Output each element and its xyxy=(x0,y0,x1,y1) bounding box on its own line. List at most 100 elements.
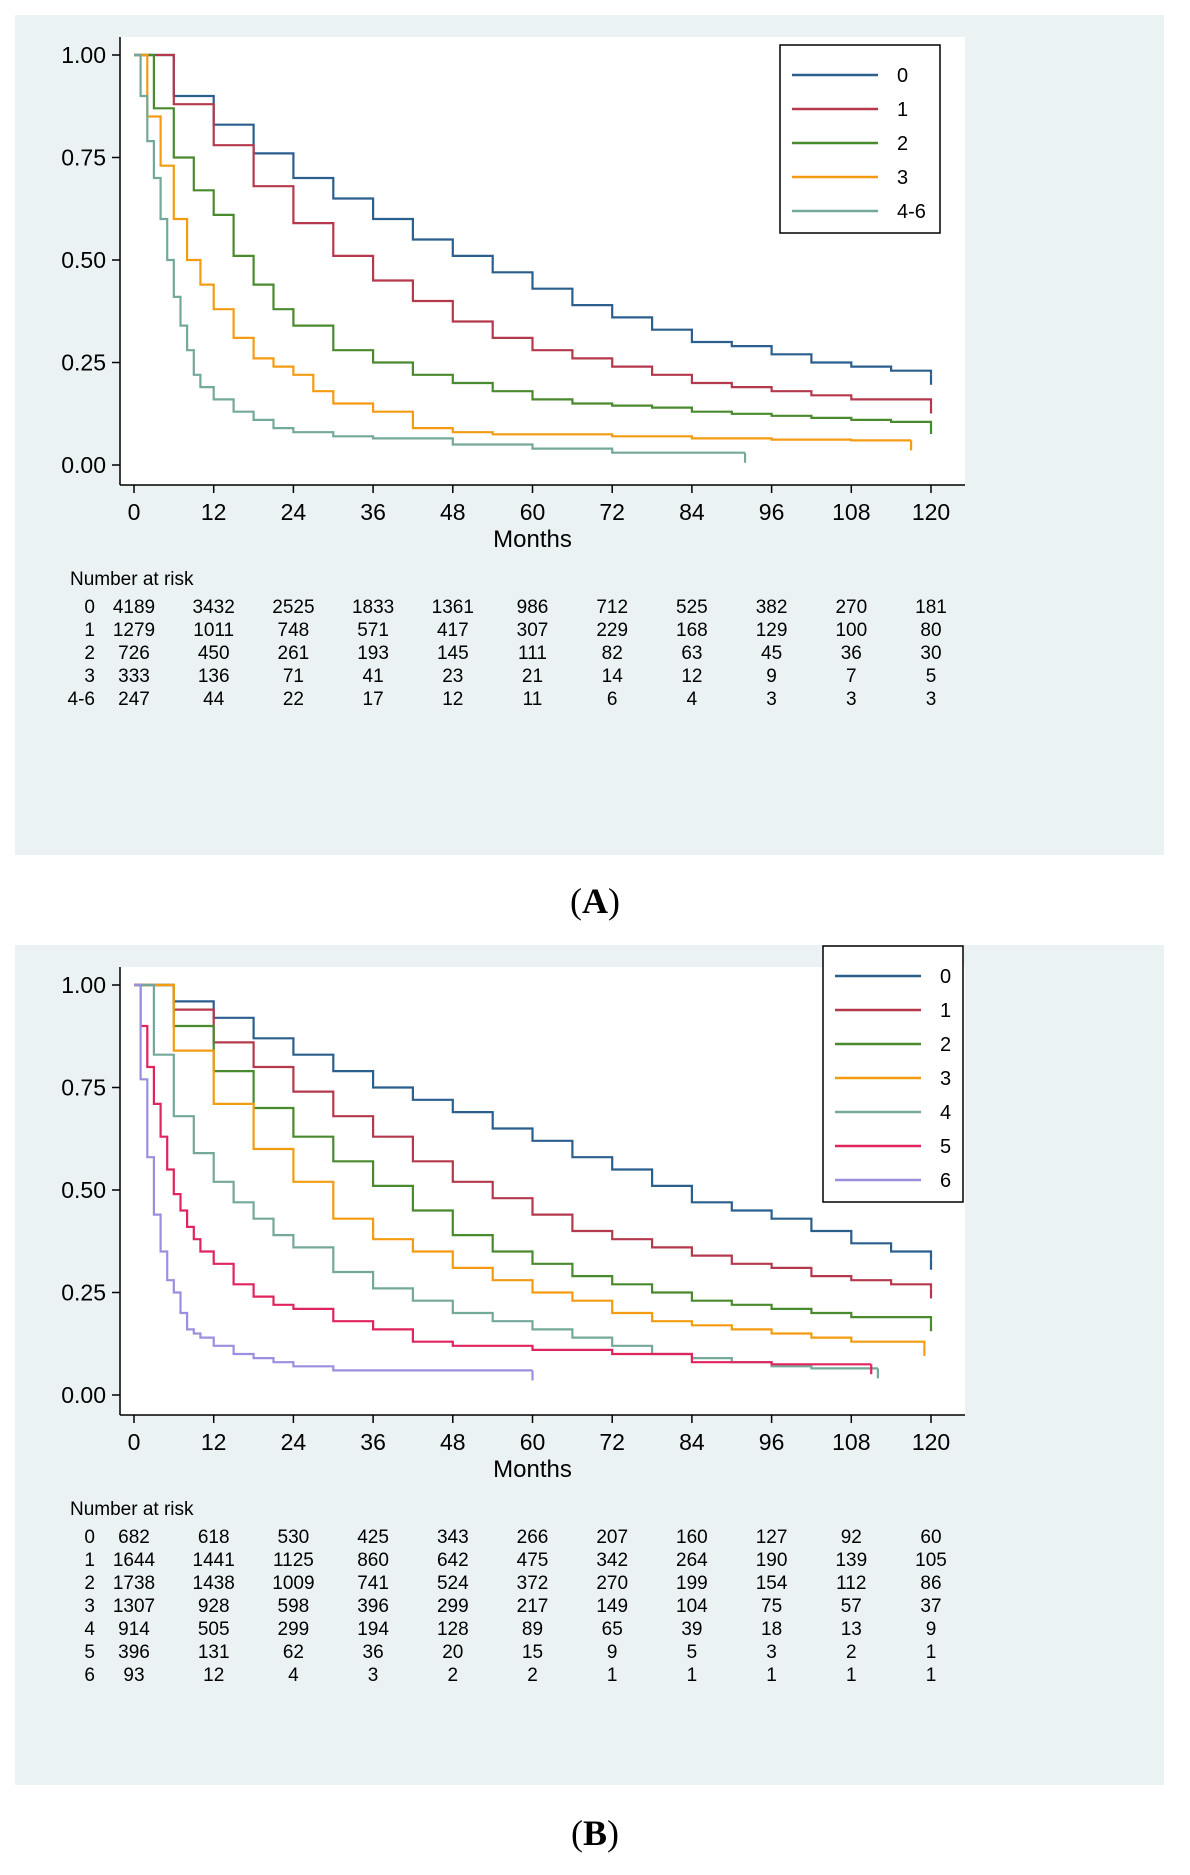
risk-cell: 1 xyxy=(687,1665,698,1686)
risk-cell: 63 xyxy=(681,643,702,664)
risk-cell: 382 xyxy=(756,597,788,618)
legend-label: 2 xyxy=(940,1034,951,1056)
risk-cell: 505 xyxy=(198,1619,230,1640)
risk-cell: 15 xyxy=(522,1642,543,1663)
legend-label: 0 xyxy=(940,966,951,988)
risk-cell: 642 xyxy=(437,1550,469,1571)
risk-row-label: 1 xyxy=(84,620,95,641)
x-tick-label: 120 xyxy=(912,1429,950,1455)
risk-cell: 3432 xyxy=(193,597,235,618)
x-tick-label: 84 xyxy=(679,1429,705,1455)
survival-curve-0 xyxy=(134,53,933,375)
risk-cell: 2 xyxy=(846,1642,857,1663)
x-tick-label: 36 xyxy=(360,1429,386,1455)
y-tick-label: 0.00 xyxy=(61,1382,106,1408)
risk-cell: 618 xyxy=(198,1527,230,1548)
risk-cell: 44 xyxy=(203,689,225,710)
risk-cell: 11 xyxy=(523,689,543,710)
risk-cell: 4 xyxy=(687,689,698,710)
risk-cell: 1279 xyxy=(113,620,155,641)
risk-cell: 1 xyxy=(766,1665,777,1686)
risk-row-label: 5 xyxy=(84,1642,95,1663)
risk-cell: 6 xyxy=(607,689,618,710)
risk-cell: 18 xyxy=(761,1619,782,1640)
y-tick-label: 0.25 xyxy=(61,350,106,376)
x-axis-title: Months xyxy=(493,1456,572,1483)
risk-cell: 75 xyxy=(761,1596,782,1617)
x-tick-label: 12 xyxy=(201,1429,227,1455)
x-tick-label: 60 xyxy=(520,1429,546,1455)
risk-cell: 105 xyxy=(915,1550,947,1571)
legend-box xyxy=(822,945,964,1203)
x-tick-label: 24 xyxy=(281,499,307,525)
survival-curve-1 xyxy=(134,53,933,404)
risk-cell: 1 xyxy=(846,1665,857,1686)
risk-cell: 45 xyxy=(761,643,782,664)
risk-cell: 17 xyxy=(363,689,384,710)
caption-b: (B) xyxy=(570,1813,619,1853)
risk-cell: 217 xyxy=(517,1596,549,1617)
risk-cell: 266 xyxy=(517,1527,549,1548)
risk-cell: 3 xyxy=(766,689,777,710)
risk-cell: 9 xyxy=(926,1619,937,1640)
risk-cell: 207 xyxy=(596,1527,628,1548)
risk-cell: 299 xyxy=(278,1619,310,1640)
x-tick-label: 12 xyxy=(201,499,227,525)
risk-cell: 342 xyxy=(596,1550,628,1571)
survival-curve-6 xyxy=(134,983,533,1372)
risk-row-label: 2 xyxy=(84,1573,95,1594)
risk-cell: 417 xyxy=(437,620,469,641)
risk-cell: 93 xyxy=(123,1665,144,1686)
legend-label: 2 xyxy=(897,133,908,155)
y-tick-label: 0.75 xyxy=(61,145,106,171)
risk-cell: 343 xyxy=(437,1527,469,1548)
risk-cell: 2525 xyxy=(272,597,314,618)
legend-label: 1 xyxy=(897,99,908,121)
risk-cell: 23 xyxy=(442,666,463,687)
legend-label: 6 xyxy=(940,1170,951,1192)
risk-cell: 3 xyxy=(926,689,937,710)
y-tick-label: 1.00 xyxy=(61,972,106,998)
x-tick-label: 108 xyxy=(832,499,870,525)
x-tick-label: 84 xyxy=(679,499,705,525)
survival-curve-3 xyxy=(134,983,926,1346)
risk-cell: 928 xyxy=(198,1596,230,1617)
risk-cell: 57 xyxy=(841,1596,862,1617)
risk-cell: 1009 xyxy=(272,1573,314,1594)
risk-cell: 530 xyxy=(278,1527,310,1548)
x-tick-label: 120 xyxy=(912,499,950,525)
risk-cell: 712 xyxy=(596,597,628,618)
risk-row-label: 6 xyxy=(84,1665,95,1686)
risk-cell: 82 xyxy=(602,643,623,664)
risk-cell: 13 xyxy=(841,1619,862,1640)
risk-cell: 193 xyxy=(357,643,389,664)
risk-row-label: 4-6 xyxy=(68,689,95,710)
risk-row-label: 1 xyxy=(84,1550,95,1571)
survival-curve-5 xyxy=(134,983,872,1366)
risk-cell: 149 xyxy=(596,1596,628,1617)
risk-cell: 3 xyxy=(368,1665,379,1686)
risk-cell: 20 xyxy=(442,1642,463,1663)
km-chart-a: 0.000.250.500.751.000 12 24 36 48 60 72 84 96 108… xyxy=(61,37,965,710)
km-chart-b: 0.000.250.500.751.000 12 24 36 48 60 72 84 96 108… xyxy=(61,945,965,1686)
risk-cell: 199 xyxy=(676,1573,708,1594)
risk-cell: 139 xyxy=(835,1550,867,1571)
km-panel-b: 0.00 0.25 0.50 0.75 1.00 0 12 24 36 48 60 72 84 96 108… xyxy=(15,945,1164,1785)
x-tick-label: 108 xyxy=(832,1429,870,1455)
risk-cell: 60 xyxy=(920,1527,941,1548)
risk-row-label: 3 xyxy=(84,666,95,687)
x-axis-title: Months xyxy=(493,526,572,553)
risk-cell: 264 xyxy=(676,1550,708,1571)
x-tick-label: 96 xyxy=(759,1429,785,1455)
risk-cell: 71 xyxy=(283,666,304,687)
risk-cell: 1438 xyxy=(193,1573,235,1594)
risk-cell: 129 xyxy=(756,620,788,641)
risk-cell: 372 xyxy=(517,1573,549,1594)
risk-cell: 92 xyxy=(841,1527,862,1548)
legend-label: 4-6 xyxy=(897,201,926,223)
risk-cell: 111 xyxy=(518,643,547,664)
risk-cell: 136 xyxy=(198,666,230,687)
survival-curve-2 xyxy=(134,983,933,1322)
risk-table-title: Number at risk xyxy=(70,1499,194,1520)
x-tick-label: 0 xyxy=(128,499,141,525)
